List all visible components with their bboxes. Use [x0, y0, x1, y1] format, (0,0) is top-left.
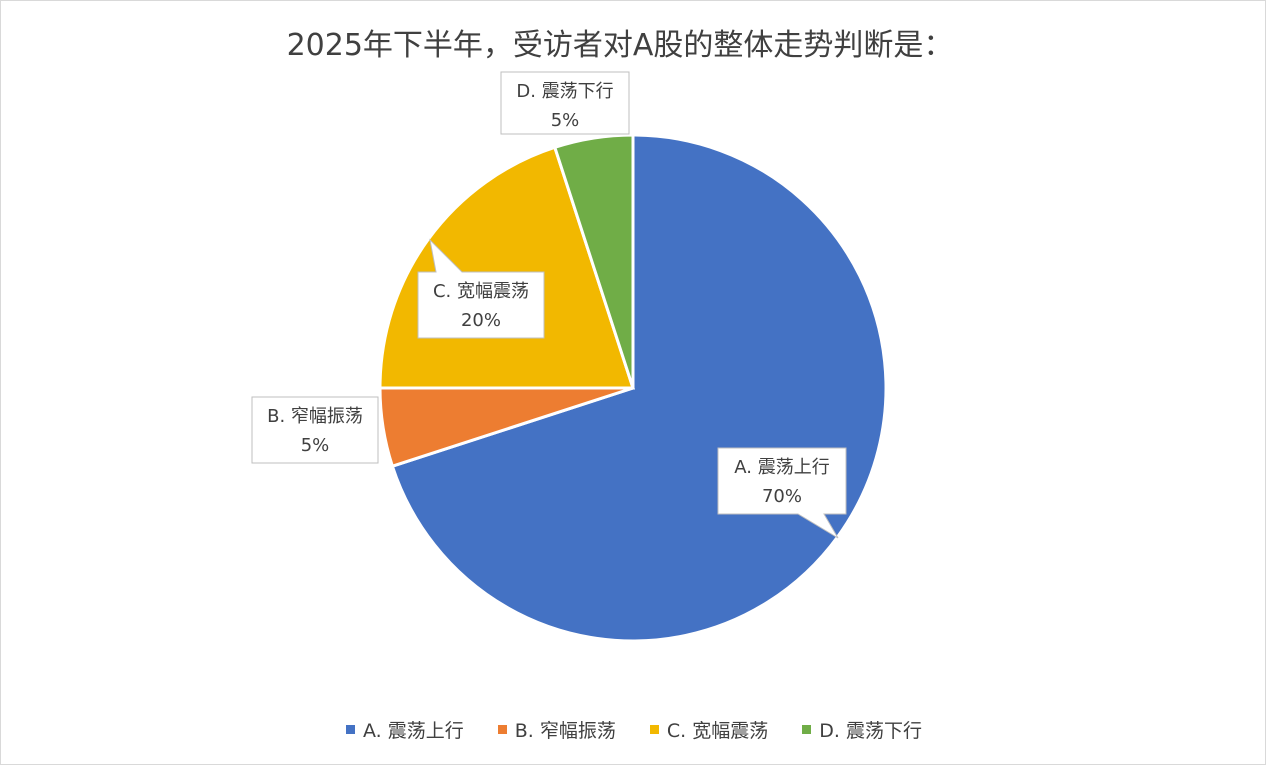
data-label-category: C. 宽幅震荡 — [433, 281, 529, 302]
data-label-value: 20% — [461, 310, 501, 331]
legend-label: B. 窄幅振荡 — [514, 720, 616, 742]
data-label-value: 5% — [551, 110, 580, 131]
data-label-c: C. 宽幅震荡 20% — [417, 238, 545, 339]
callout-box — [417, 238, 545, 339]
legend: A. 震荡上行 B. 窄幅振荡 C. 宽幅震荡 D. 震荡下行 — [0, 716, 1268, 743]
data-label-category: D. 震荡下行 — [516, 81, 613, 102]
legend-label: A. 震荡上行 — [363, 720, 464, 742]
legend-label: C. 宽幅震荡 — [666, 720, 769, 742]
legend-label: D. 震荡下行 — [819, 720, 922, 742]
callout-box — [717, 447, 847, 539]
pie-slice-d — [552, 133, 635, 389]
legend-swatch — [497, 725, 507, 734]
legend-swatch — [802, 725, 812, 734]
chart-title: 2025年下半年，受访者对A股的整体走势判断是： — [286, 28, 954, 63]
data-label-value: 5% — [301, 435, 330, 456]
data-label-category: A. 震荡上行 — [734, 457, 829, 478]
data-label-a: A. 震荡上行 70% — [717, 447, 847, 539]
legend-item-d: D. 震荡下行 — [802, 716, 922, 743]
legend-item-b: B. 窄幅振荡 — [497, 716, 616, 743]
data-label-b: B. 窄幅振荡 5% — [251, 396, 379, 464]
data-label-value: 70% — [762, 486, 802, 507]
legend-swatch — [649, 725, 659, 734]
callout-box — [500, 71, 630, 135]
legend-item-c: C. 宽幅震荡 — [649, 716, 769, 743]
data-label-d: D. 震荡下行 5% — [500, 71, 630, 135]
data-label-category: B. 窄幅振荡 — [267, 406, 363, 427]
legend-swatch — [346, 725, 356, 734]
callout-box — [251, 396, 379, 464]
legend-item-a: A. 震荡上行 — [346, 716, 464, 743]
